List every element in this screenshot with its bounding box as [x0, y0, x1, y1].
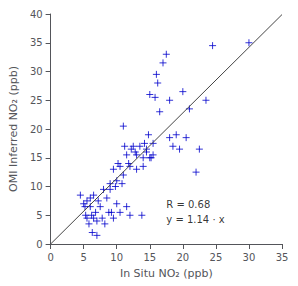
svg-text:15: 15 — [30, 152, 43, 163]
svg-text:0: 0 — [36, 239, 42, 250]
svg-text:20: 20 — [176, 252, 189, 263]
svg-text:25: 25 — [30, 95, 43, 106]
svg-text:10: 10 — [110, 252, 123, 263]
svg-text:10: 10 — [30, 181, 43, 192]
svg-text:30: 30 — [30, 66, 43, 77]
svg-text:20: 20 — [30, 124, 43, 135]
svg-text:5: 5 — [36, 210, 42, 221]
svg-text:In Situ NO₂ (ppb): In Situ NO₂ (ppb) — [120, 267, 213, 280]
svg-text:15: 15 — [143, 252, 156, 263]
svg-text:35: 35 — [276, 252, 289, 263]
svg-text:y = 1.14 · x: y = 1.14 · x — [166, 214, 224, 225]
svg-text:25: 25 — [210, 252, 223, 263]
svg-text:30: 30 — [243, 252, 256, 263]
svg-text:35: 35 — [30, 37, 43, 48]
svg-text:5: 5 — [80, 252, 86, 263]
svg-text:0: 0 — [47, 252, 53, 263]
svg-text:40: 40 — [30, 9, 43, 20]
svg-text:OMI Inferred NO₂ (ppb): OMI Inferred NO₂ (ppb) — [7, 66, 20, 192]
svg-text:R = 0.68: R = 0.68 — [166, 199, 210, 210]
